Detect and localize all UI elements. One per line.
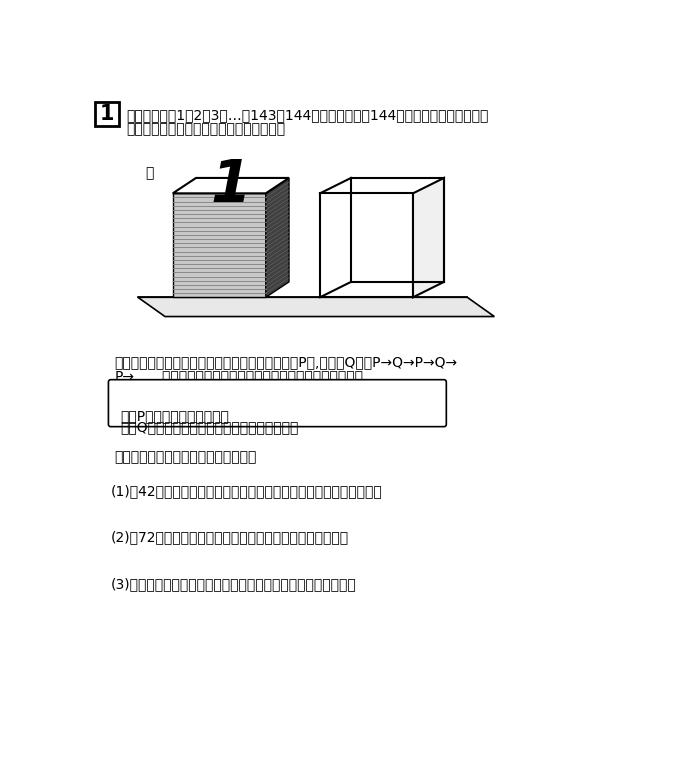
Text: 図: 図: [146, 166, 154, 180]
Bar: [95, 103, 118, 126]
Text: 重ねた山と，そのとなりに箱があります。: 重ねた山と，そのとなりに箱があります。: [126, 123, 286, 137]
Text: (3)　最後に山にあるカードに書かれている数はいくつですか。: (3) 最後に山にあるカードに書かれている数はいくつですか。: [111, 577, 356, 591]
Text: (2)　72が書かれたカードを箱に入れるのは何枚目ですか。: (2) 72が書かれたカードを箱に入れるのは何枚目ですか。: [111, 531, 349, 545]
Polygon shape: [173, 193, 266, 298]
Text: 操作P　カードを箱に入れる: 操作P カードを箱に入れる: [120, 409, 229, 423]
Text: (1)　42枚目に箱に入れるカードに書かれている数はいくつですか。: (1) 42枚目に箱に入れるカードに書かれている数はいくつですか。: [111, 484, 382, 498]
Text: 1: 1: [99, 104, 114, 124]
Text: 操作Q　カードを山のいちばん下にもっていく: 操作Q カードを山のいちばん下にもっていく: [120, 420, 298, 434]
Polygon shape: [173, 178, 289, 193]
Polygon shape: [138, 298, 494, 316]
Polygon shape: [413, 178, 444, 298]
Text: 1: 1: [211, 157, 251, 214]
Text: このとき，次の各問いに答えなさい。: このとき，次の各問いに答えなさい。: [115, 450, 257, 464]
Polygon shape: [266, 178, 289, 298]
Text: P→……のように山のカードが１枚になるまで繰り返します。: P→……のように山のカードが１枚になるまで繰り返します。: [115, 369, 363, 383]
Text: 山にあるいちばん上のカードについて次の「操作P」,「操作Q」をP→Q→P→Q→: 山にあるいちばん上のカードについて次の「操作P」,「操作Q」をP→Q→P→Q→: [115, 355, 458, 369]
FancyBboxPatch shape: [108, 380, 447, 427]
Polygon shape: [320, 193, 413, 298]
Text: 図のように，1，2，3，…，143，144の数が書かれた144枚のカードを上から順に: 図のように，1，2，3，…，143，144の数が書かれた144枚のカードを上から…: [126, 109, 489, 123]
